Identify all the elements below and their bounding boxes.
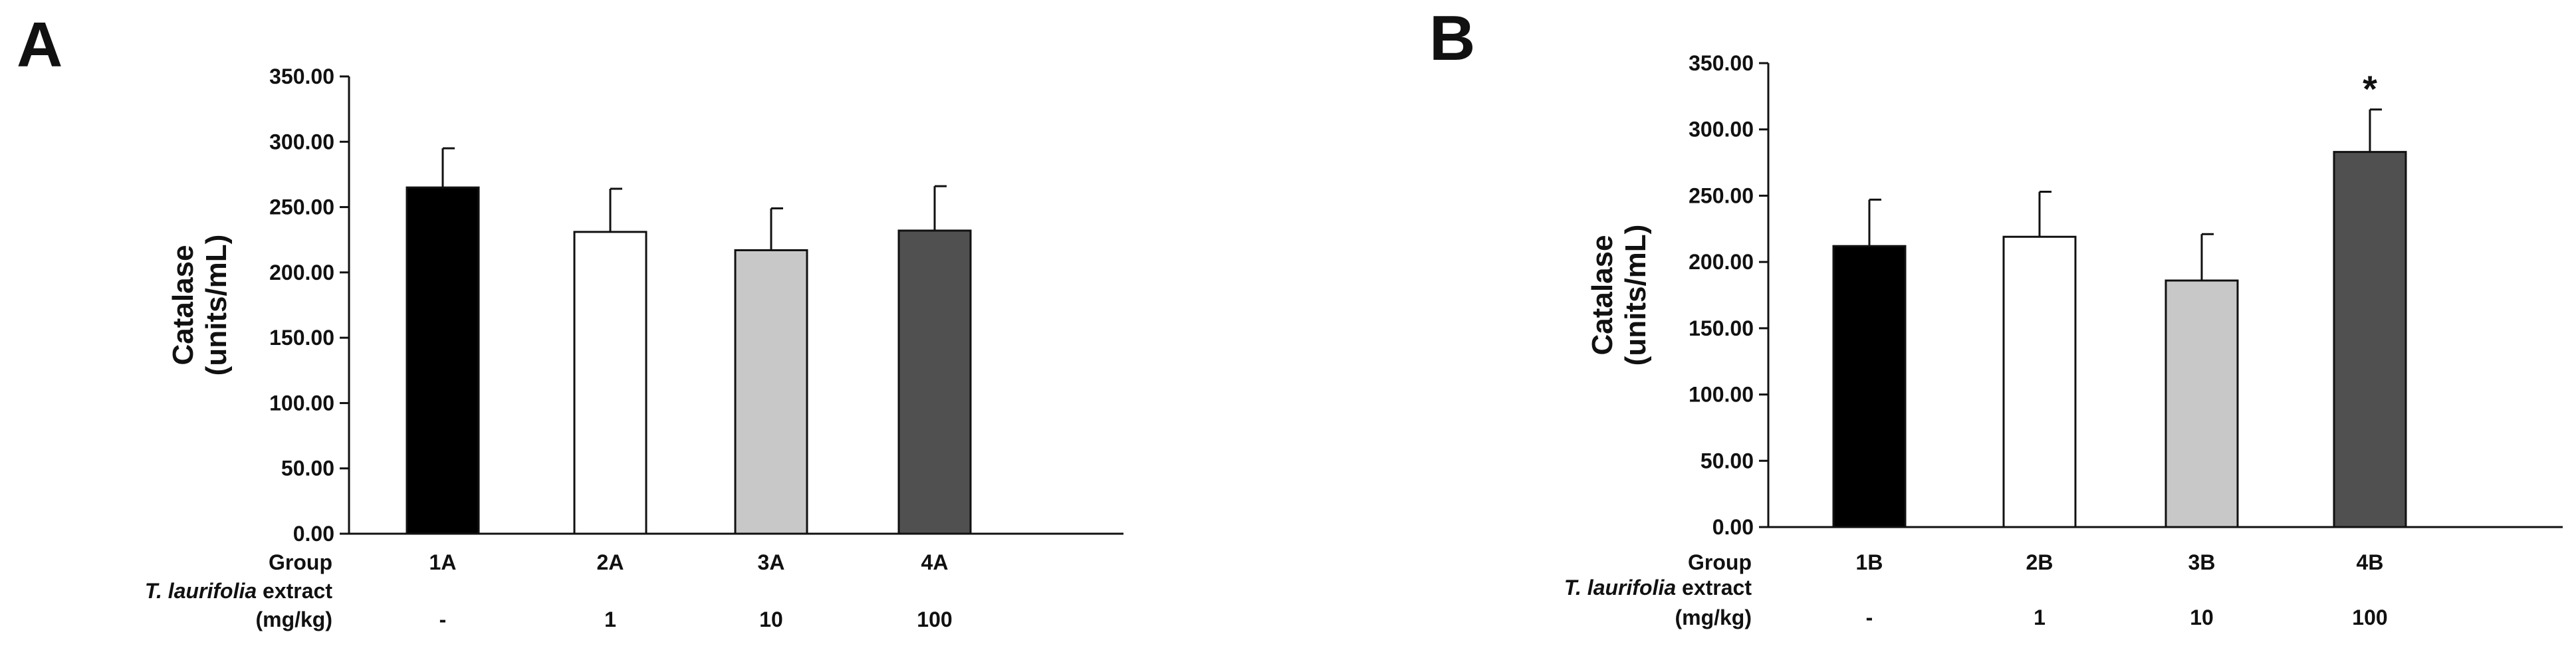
row-label-group: Group <box>269 550 332 574</box>
y-tick-label: 100.00 <box>1689 383 1754 407</box>
row-label-extract-species: T. laurifolia <box>1564 576 1676 600</box>
bar-2B <box>2002 235 2077 528</box>
bar-1A <box>406 186 480 535</box>
row-label-extract-word: extract <box>1676 576 1752 600</box>
y-axis-label: Catalase(units/mL) <box>167 235 233 376</box>
row-label-extract-word: extract <box>257 579 332 603</box>
y-axis-label-line2: (units/mL) <box>1619 225 1652 366</box>
bar-1B <box>1832 245 1907 528</box>
y-axis-label-line2: (units/mL) <box>200 235 233 376</box>
group-label: 3A <box>758 550 785 574</box>
row-label-extract: T. laurifolia extract <box>1564 576 1752 600</box>
y-tick-label: 0.00 <box>293 522 334 546</box>
dose-label: 100 <box>917 607 952 631</box>
row-label-dose-unit: (mg/kg) <box>255 607 332 631</box>
y-tick-label: 100.00 <box>269 391 334 415</box>
dose-label: 100 <box>2352 605 2387 629</box>
dose-label: - <box>439 607 447 631</box>
y-tick-label: 300.00 <box>269 130 334 154</box>
y-axis-label: Catalase(units/mL) <box>1586 225 1652 366</box>
bar-3B <box>2165 279 2239 528</box>
bar-4A <box>897 229 972 535</box>
group-label: 1A <box>429 550 457 574</box>
y-tick-label: 50.00 <box>1700 449 1754 473</box>
bar-3A <box>734 249 808 535</box>
y-tick-label: 50.00 <box>281 457 334 481</box>
chart-panel-b: B Catalase(units/mL) 0.00 50.00 100.00 150.00… <box>1429 3 2563 629</box>
y-tick-label: 200.00 <box>1689 250 1754 274</box>
y-tick-label: 150.00 <box>1689 316 1754 340</box>
row-label-dose-unit: (mg/kg) <box>1675 605 1752 629</box>
group-label: 4A <box>921 550 949 574</box>
row-label-group: Group <box>1688 550 1752 574</box>
group-label: 2A <box>597 550 624 574</box>
group-label: 4B <box>2357 550 2384 574</box>
chart-panel-a: A Catalase(units/mL) 0.00 50.00 100.00 150.00… <box>17 9 1123 631</box>
y-tick-label: 250.00 <box>269 195 334 219</box>
dose-label: 1 <box>2034 605 2046 629</box>
y-tick-label: 200.00 <box>269 261 334 284</box>
y-tick-label: 300.00 <box>1689 118 1754 142</box>
y-axis-label-line1: Catalase <box>1586 235 1619 355</box>
dose-label: - <box>1866 605 1873 629</box>
row-label-extract: T. laurifolia extract <box>145 579 333 603</box>
group-label: 1B <box>1856 550 1883 574</box>
group-label: 2B <box>2026 550 2053 574</box>
group-label: 3B <box>2188 550 2216 574</box>
y-tick-label: 350.00 <box>269 64 334 88</box>
y-tick-label: 150.00 <box>269 326 334 350</box>
panel-letter: A <box>17 9 62 80</box>
y-tick-label: 250.00 <box>1689 183 1754 207</box>
y-tick-label: 0.00 <box>1712 515 1754 539</box>
dose-label: 1 <box>604 607 616 631</box>
row-label-extract-species: T. laurifolia <box>145 579 257 603</box>
bar-4B <box>2333 151 2407 528</box>
y-tick-label: 350.00 <box>1689 51 1754 75</box>
dose-label: 10 <box>759 607 783 631</box>
dose-label: 10 <box>2190 605 2214 629</box>
panel-letter: B <box>1429 3 1475 74</box>
bar-2A <box>573 231 647 535</box>
significance-marker: * <box>2363 68 2377 110</box>
y-axis-label-line1: Catalase <box>167 245 199 365</box>
